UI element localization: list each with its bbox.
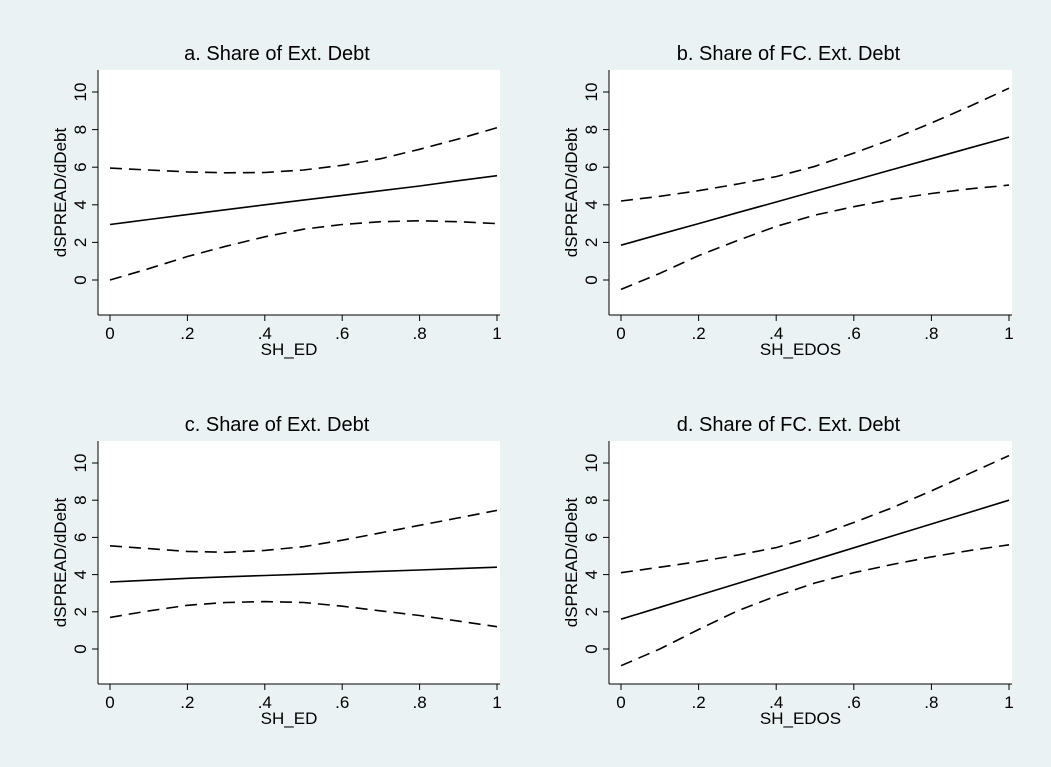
x-tick-label: .4 bbox=[769, 324, 783, 343]
chart-panel-c: c. Share of Ext. Debt 0 2 4 6 8 10 0 .2 .4 .6 .8 1 SH… bbox=[15, 397, 515, 749]
y-tick-label: 4 bbox=[582, 200, 601, 209]
x-tick-label: 0 bbox=[105, 693, 114, 712]
y-tick-label: 0 bbox=[582, 275, 601, 284]
x-tick-label: .4 bbox=[769, 693, 783, 712]
y-tick-label: 6 bbox=[71, 533, 90, 542]
x-tick-label: .6 bbox=[335, 324, 349, 343]
y-tick-label: 8 bbox=[582, 125, 601, 134]
lower-bound-line bbox=[109, 219, 498, 281]
panel-title: b. Share of FC. Ext. Debt bbox=[677, 43, 901, 65]
x-tick-label: .6 bbox=[847, 693, 861, 712]
y-tick-label: 0 bbox=[582, 644, 601, 653]
estimate-line bbox=[109, 174, 498, 226]
estimate-line bbox=[620, 499, 1010, 620]
y-tick-label: 4 bbox=[582, 570, 601, 579]
chart-panel-a: a. Share of Ext. Debt 0 2 4 6 8 10 0 .2 .4 .6 .8 1 SH… bbox=[15, 17, 515, 387]
x-tick-label: .8 bbox=[413, 324, 427, 343]
upper-bound-line bbox=[109, 126, 498, 174]
estimate-line bbox=[109, 566, 498, 583]
y-tick-label: 2 bbox=[71, 607, 90, 616]
panel-title: a. Share of Ext. Debt bbox=[184, 43, 370, 65]
x-tick-label: .6 bbox=[847, 324, 861, 343]
panel-title: d. Share of FC. Ext. Debt bbox=[677, 414, 901, 436]
y-axis-title: dSPREAD/dDebt bbox=[562, 497, 581, 627]
x-tick-label: .8 bbox=[413, 693, 427, 712]
y-tick-label: 8 bbox=[582, 495, 601, 504]
y-tick-label: 2 bbox=[71, 238, 90, 247]
y-tick-label: 0 bbox=[71, 644, 90, 653]
x-tick-label: 0 bbox=[105, 324, 114, 343]
estimate-line bbox=[620, 136, 1010, 246]
x-tick-label: 1 bbox=[492, 324, 501, 343]
y-tick-label: 10 bbox=[582, 454, 601, 473]
x-tick-label: .2 bbox=[180, 693, 194, 712]
x-tick-label: 1 bbox=[1004, 324, 1013, 343]
plot-area bbox=[98, 441, 500, 684]
x-tick-label: 0 bbox=[616, 324, 625, 343]
y-tick-label: 2 bbox=[582, 238, 601, 247]
y-tick-label: 10 bbox=[582, 83, 601, 102]
y-tick-label: 8 bbox=[71, 495, 90, 504]
x-axis-title: SH_ED bbox=[261, 709, 318, 728]
y-axis-title: dSPREAD/dDebt bbox=[562, 127, 581, 257]
x-tick-label: .2 bbox=[692, 324, 706, 343]
x-tick-label: .2 bbox=[180, 324, 194, 343]
chart-panel-d: d. Share of FC. Ext. Debt 0 2 4 6 8 10 0 .2 .4 .6.… bbox=[525, 397, 1030, 749]
y-tick-label: 6 bbox=[71, 162, 90, 171]
y-tick-label: 6 bbox=[582, 533, 601, 542]
lower-bound-line bbox=[109, 600, 498, 628]
upper-bound-line bbox=[620, 454, 1010, 574]
y-tick-label: 2 bbox=[582, 607, 601, 616]
x-tick-label: 1 bbox=[492, 693, 501, 712]
lower-bound-line bbox=[620, 544, 1010, 667]
panel-title: c. Share of Ext. Debt bbox=[185, 414, 370, 436]
x-tick-label: 1 bbox=[1004, 693, 1013, 712]
x-tick-label: 0 bbox=[616, 693, 625, 712]
x-tick-label: .4 bbox=[258, 693, 272, 712]
upper-bound-line bbox=[109, 509, 498, 554]
chart-panel-b: b. Share of FC. Ext. Debt 0 2 4 6 8 10 0 .2 .4 .6.… bbox=[525, 17, 1030, 387]
x-tick-label: .4 bbox=[258, 324, 272, 343]
x-tick-label: .2 bbox=[692, 693, 706, 712]
y-tick-label: 10 bbox=[71, 83, 90, 102]
x-axis-title: SH_ED bbox=[261, 340, 318, 359]
x-tick-label: .8 bbox=[924, 693, 938, 712]
upper-bound-line bbox=[620, 87, 1010, 202]
x-tick-label: .8 bbox=[924, 324, 938, 343]
x-tick-label: .6 bbox=[335, 693, 349, 712]
y-axis-title: dSPREAD/dDebt bbox=[51, 497, 70, 627]
y-tick-label: 0 bbox=[71, 275, 90, 284]
y-tick-label: 4 bbox=[71, 200, 90, 209]
plot-area bbox=[609, 441, 1012, 684]
y-tick-label: 8 bbox=[71, 125, 90, 134]
y-axis-title: dSPREAD/dDebt bbox=[51, 127, 70, 257]
y-tick-label: 4 bbox=[71, 570, 90, 579]
plot-area bbox=[98, 70, 500, 315]
x-axis-title: SH_EDOS bbox=[760, 709, 841, 728]
y-tick-label: 6 bbox=[582, 162, 601, 171]
x-axis-title: SH_EDOS bbox=[760, 340, 841, 359]
y-tick-label: 10 bbox=[71, 454, 90, 473]
